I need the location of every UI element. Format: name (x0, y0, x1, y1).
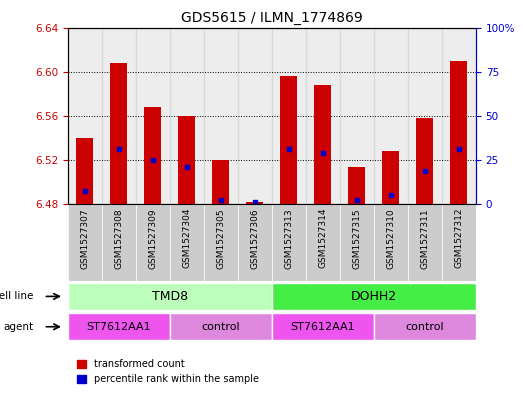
Bar (68, 28, 102, 204)
Text: agent: agent (3, 322, 33, 332)
Bar (68, 283, 272, 310)
Bar (408, 28, 442, 204)
Text: GSM1527313: GSM1527313 (285, 208, 293, 268)
Bar (204, 204, 238, 281)
Bar (102, 204, 136, 281)
Bar (374, 313, 476, 340)
Bar (408, 204, 442, 281)
Text: GSM1527305: GSM1527305 (217, 208, 225, 268)
Bar (170, 28, 204, 204)
Bar (374, 28, 408, 204)
Bar (374, 204, 408, 281)
Text: GSM1527308: GSM1527308 (115, 208, 123, 268)
Legend: transformed count, percentile rank within the sample: transformed count, percentile rank withi… (73, 356, 263, 388)
Bar (306, 204, 340, 281)
Bar (450, 61, 468, 204)
Bar (314, 85, 332, 204)
Text: control: control (202, 322, 240, 332)
Text: GSM1527311: GSM1527311 (420, 208, 429, 268)
Bar (102, 28, 136, 204)
Text: GSM1527310: GSM1527310 (386, 208, 395, 268)
Bar (272, 313, 374, 340)
Text: GSM1527312: GSM1527312 (454, 208, 463, 268)
Bar (76, 138, 94, 204)
Text: GSM1527306: GSM1527306 (251, 208, 259, 268)
Title: GDS5615 / ILMN_1774869: GDS5615 / ILMN_1774869 (181, 11, 363, 25)
Text: GSM1527307: GSM1527307 (81, 208, 89, 268)
Bar (178, 116, 196, 204)
Text: GSM1527309: GSM1527309 (149, 208, 157, 268)
Bar (442, 28, 476, 204)
Bar (340, 204, 374, 281)
Bar (340, 28, 374, 204)
Bar (272, 204, 306, 281)
Text: TMD8: TMD8 (152, 290, 188, 303)
Bar (272, 28, 306, 204)
Bar (238, 204, 272, 281)
Bar (442, 204, 476, 281)
Bar (238, 28, 272, 204)
Text: control: control (406, 322, 444, 332)
Text: GSM1527304: GSM1527304 (183, 208, 191, 268)
Bar (348, 167, 366, 204)
Bar (136, 204, 170, 281)
Bar (144, 107, 162, 204)
Bar (416, 118, 434, 204)
Bar (280, 76, 298, 204)
Bar (204, 28, 238, 204)
Text: GSM1527314: GSM1527314 (319, 208, 327, 268)
Bar (306, 28, 340, 204)
Text: ST7612AA1: ST7612AA1 (291, 322, 355, 332)
Text: DOHH2: DOHH2 (351, 290, 397, 303)
Text: GSM1527315: GSM1527315 (353, 208, 361, 268)
Bar (68, 313, 170, 340)
Bar (68, 204, 102, 281)
Bar (170, 204, 204, 281)
Bar (136, 28, 170, 204)
Bar (212, 160, 230, 204)
Bar (272, 283, 476, 310)
Bar (382, 151, 400, 204)
Bar (246, 202, 264, 204)
Text: cell line: cell line (0, 291, 33, 301)
Bar (170, 313, 272, 340)
Text: ST7612AA1: ST7612AA1 (87, 322, 151, 332)
Bar (110, 63, 128, 204)
